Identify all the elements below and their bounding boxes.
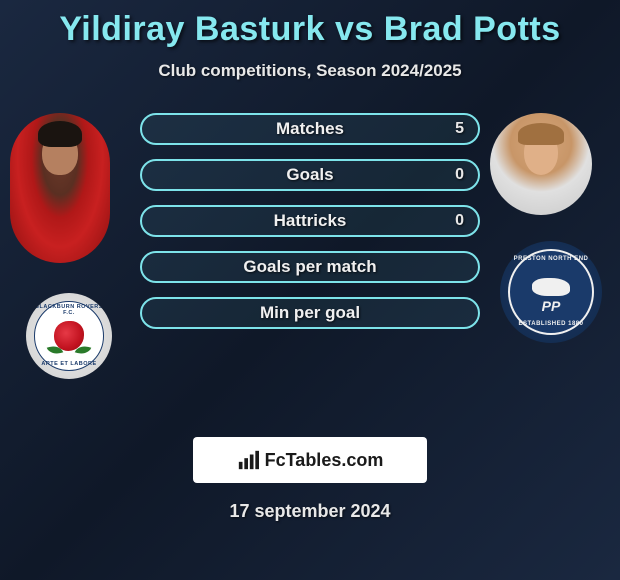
crest-right-text-top: PRESTON NORTH END — [510, 256, 592, 262]
stat-label: Hattricks — [274, 211, 347, 231]
bar-chart-icon — [237, 449, 259, 471]
date-caption: 17 september 2024 — [0, 501, 620, 522]
player-right-club-crest: PRESTON NORTH END PP ESTABLISHED 1880 — [500, 241, 602, 343]
stat-value: 5 — [455, 120, 464, 138]
page-title: Yildiray Basturk vs Brad Potts — [0, 0, 620, 49]
stat-label: Min per goal — [260, 303, 360, 323]
crest-left-text-bottom: ARTE ET LABORE — [35, 361, 103, 367]
stat-pill: Hattricks 0 — [140, 205, 480, 237]
comparison-panel: BLACKBURN ROVERS F.C. ARTE ET LABORE PRE… — [0, 113, 620, 393]
stat-pill: Goals 0 — [140, 159, 480, 191]
stat-value: 0 — [455, 212, 464, 230]
stat-pill: Matches 5 — [140, 113, 480, 145]
crest-right-text-bottom: ESTABLISHED 1880 — [510, 321, 592, 327]
stats-list: Matches 5 Goals 0 Hattricks 0 Goals per … — [140, 113, 480, 343]
rose-icon — [54, 321, 84, 351]
stat-pill: Goals per match — [140, 251, 480, 283]
stat-label: Goals — [286, 165, 333, 185]
crest-right-initials: PP — [542, 298, 561, 314]
stat-label: Goals per match — [243, 257, 376, 277]
player-left-club-crest: BLACKBURN ROVERS F.C. ARTE ET LABORE — [26, 293, 112, 379]
player-right-avatar — [490, 113, 592, 215]
crest-left-text-top: BLACKBURN ROVERS F.C. — [35, 304, 103, 316]
brand-badge[interactable]: FcTables.com — [193, 437, 427, 483]
stat-label: Matches — [276, 119, 344, 139]
lamb-icon — [532, 278, 570, 296]
subtitle: Club competitions, Season 2024/2025 — [0, 61, 620, 81]
stat-value: 0 — [455, 166, 464, 184]
stat-pill: Min per goal — [140, 297, 480, 329]
player-left-avatar — [10, 113, 110, 263]
brand-name: FcTables.com — [265, 450, 384, 471]
